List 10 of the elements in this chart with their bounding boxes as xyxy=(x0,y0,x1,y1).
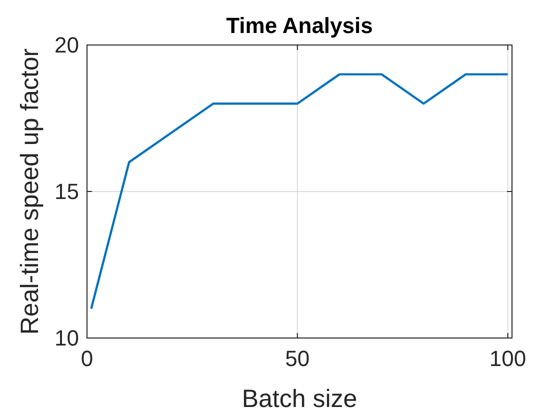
chart-title: Time Analysis xyxy=(226,13,373,38)
y-tick-label: 15 xyxy=(54,179,79,204)
x-tick-label: 50 xyxy=(285,346,310,371)
line-series xyxy=(90,73,509,310)
y-tick-label: 20 xyxy=(54,32,79,58)
y-axis-title: Real-time speed up factor xyxy=(16,48,44,335)
x-tick-label: 100 xyxy=(489,346,526,371)
x-tick-label: 0 xyxy=(80,346,94,371)
x-axis-title: Batch size xyxy=(242,385,358,413)
y-tick-label: 10 xyxy=(54,326,79,351)
